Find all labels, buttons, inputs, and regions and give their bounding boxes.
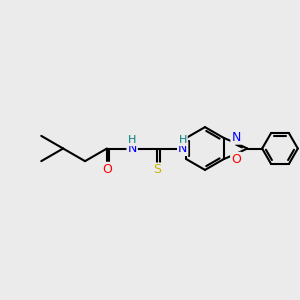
Text: H: H	[128, 135, 136, 145]
Text: N: N	[128, 142, 137, 155]
Text: O: O	[102, 163, 112, 176]
Text: N: N	[231, 131, 241, 144]
Text: O: O	[231, 153, 241, 166]
Text: N: N	[178, 142, 188, 155]
Text: H: H	[178, 135, 187, 145]
Text: S: S	[153, 164, 161, 176]
